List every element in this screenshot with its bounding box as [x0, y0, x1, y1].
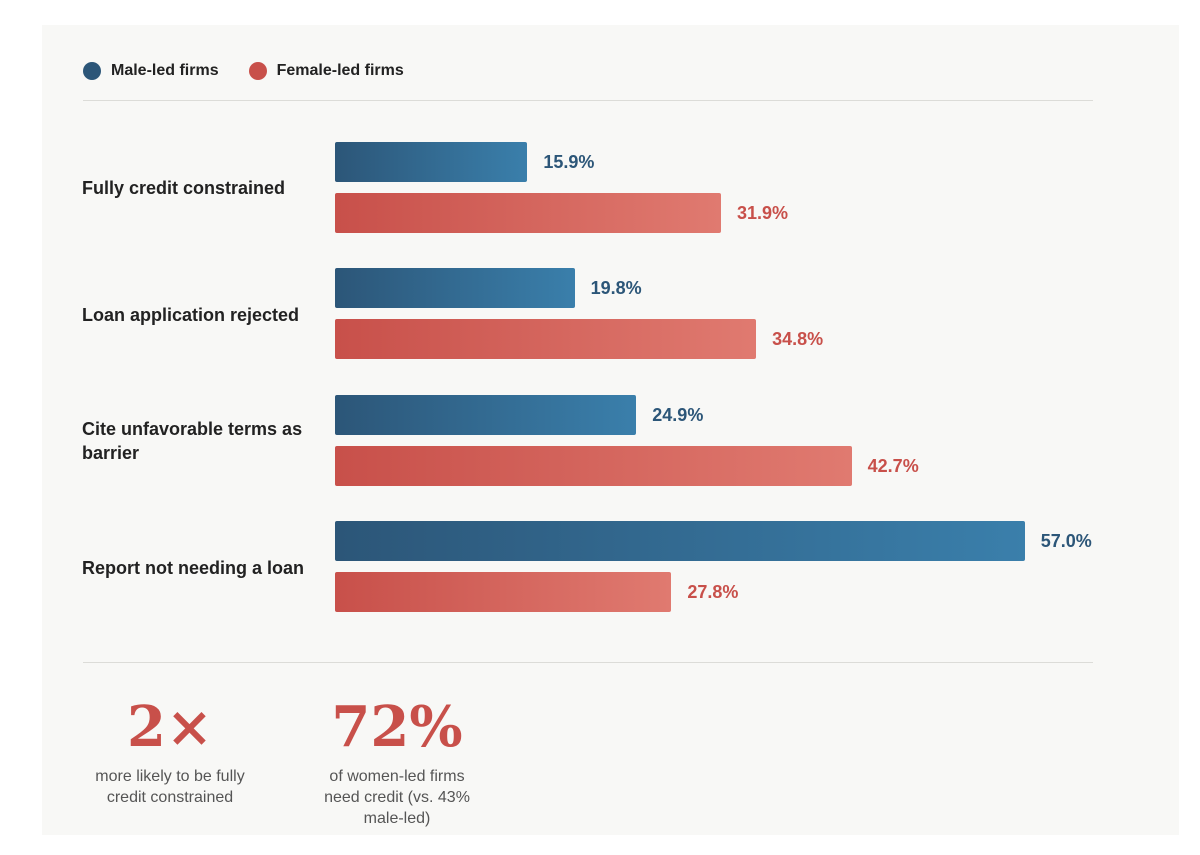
value-label-female-2: 42.7% — [867, 456, 919, 476]
legend-swatch-female — [248, 62, 267, 80]
value-label-male-1: 19.8% — [590, 278, 642, 298]
legend-label-female: Female-led firms — [276, 62, 404, 79]
legend: Male-led firms Female-led firms — [83, 60, 434, 82]
category-label-0: Fully credit constrained — [82, 178, 286, 198]
value-label-female-1: 34.8% — [772, 329, 824, 349]
stat-number-1: 72% — [331, 694, 463, 760]
value-label-female-3: 27.8% — [687, 582, 739, 602]
value-label-male-3: 57.0% — [1040, 531, 1092, 551]
bar-female-3 — [335, 572, 672, 612]
category-label-2: Cite unfavorable terms as barrier — [82, 419, 303, 463]
bar-female-1 — [335, 319, 757, 359]
stat-text-0: more likely to be fully credit constrain… — [95, 768, 245, 806]
bar-male-0 — [335, 142, 528, 182]
bar-female-0 — [335, 193, 721, 233]
category-label-3: Report not needing a loan — [82, 558, 305, 578]
value-label-male-2: 24.9% — [652, 405, 704, 425]
bottom-divider — [83, 662, 1093, 663]
legend-swatch-male — [83, 62, 101, 80]
stat-number-0: 2× — [127, 694, 213, 760]
bar-female-2 — [335, 446, 852, 486]
bar-male-1 — [335, 268, 575, 308]
value-label-female-0: 31.9% — [736, 203, 789, 223]
top-divider — [83, 100, 1093, 101]
bar-male-3 — [335, 521, 1025, 561]
legend-item-female: Female-led firms — [248, 62, 404, 80]
stat-text-1: of women-led firms need credit (vs. 43% … — [324, 768, 470, 827]
value-label-male-0: 15.9% — [543, 152, 595, 172]
bar-male-2 — [335, 395, 637, 435]
legend-label-male: Male-led firms — [111, 62, 219, 79]
category-label-1: Loan application rejected — [82, 305, 300, 325]
legend-item-male: Male-led firms — [83, 62, 219, 80]
